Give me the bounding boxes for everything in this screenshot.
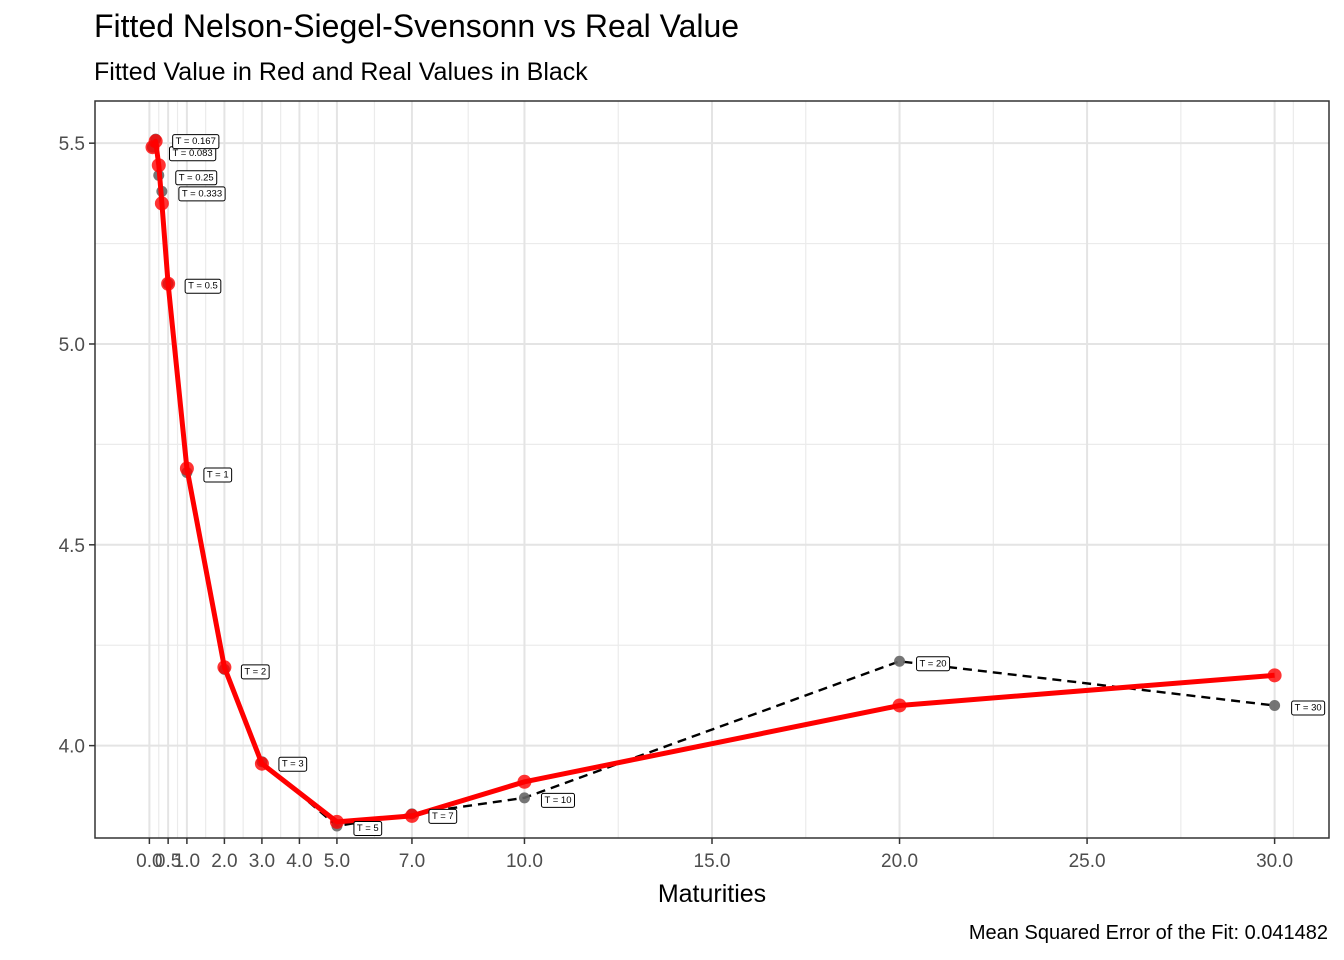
real-value-point <box>894 655 906 667</box>
x-tick-label: 30.0 <box>1256 851 1293 872</box>
point-label-box <box>428 808 458 824</box>
fitted-value-point <box>179 461 194 476</box>
y-tick-label: 5.5 <box>59 134 85 155</box>
fitted-value-point <box>161 276 176 291</box>
real-value-point <box>518 792 530 804</box>
point-label-box <box>175 170 218 186</box>
x-tick-label: 1.0 <box>174 851 200 872</box>
point-label-box <box>353 820 383 836</box>
point-label-box <box>240 664 270 680</box>
point-label: T = 1 <box>203 467 233 483</box>
chart-caption: Mean Squared Error of the Fit: 0.041482 <box>968 922 1328 944</box>
point-label-text: T = 0.5 <box>188 281 218 292</box>
fitted-value-point <box>404 808 419 823</box>
fitted-value-point <box>892 698 907 713</box>
point-label: T = 2 <box>240 664 270 680</box>
fitted-value-point <box>254 756 269 771</box>
point-label: T = 5 <box>353 820 383 836</box>
point-label-box <box>178 186 226 202</box>
point-label-text: T = 0.25 <box>179 172 214 183</box>
real-value-point <box>1269 699 1281 711</box>
fitted-value-point <box>217 660 232 675</box>
point-label: T = 3 <box>278 756 308 772</box>
x-tick-label: 2.0 <box>211 851 237 872</box>
x-tick-label: 0.5 <box>155 851 181 872</box>
x-tick-label: 5.0 <box>324 851 350 872</box>
fitted-value-point <box>154 196 169 211</box>
point-label-text: T = 0.333 <box>182 188 222 199</box>
point-label-box <box>203 467 233 483</box>
chart-subtitle: Fitted Value in Red and Real Values in B… <box>94 58 588 86</box>
point-label: T = 30 <box>1291 700 1326 716</box>
point-label-text: T = 10 <box>544 795 571 806</box>
point-label-text: T = 0.083 <box>172 148 212 159</box>
x-tick-label: 15.0 <box>694 851 731 872</box>
point-label: T = 0.5 <box>184 278 222 294</box>
fitted-value-point <box>148 134 163 149</box>
point-label-box <box>184 278 222 294</box>
point-label: T = 0.25 <box>175 170 218 186</box>
x-axis-title: Maturities <box>658 880 766 908</box>
x-tick-label: 0.0 <box>136 851 162 872</box>
fitted-value-point <box>517 774 532 789</box>
fitted-value-point <box>151 158 166 173</box>
point-label: T = 0.333 <box>178 186 226 202</box>
point-label-box <box>916 656 951 672</box>
y-tick-label: 5.0 <box>59 335 85 356</box>
x-tick-label: 4.0 <box>286 851 312 872</box>
fitted-value-point <box>329 814 344 829</box>
point-label-text: T = 1 <box>207 470 229 481</box>
point-label: T = 7 <box>428 808 458 824</box>
point-label-text: T = 7 <box>432 811 454 822</box>
y-tick-label: 4.0 <box>59 737 85 758</box>
point-label: T = 0.167 <box>172 134 220 150</box>
chart-title: Fitted Nelson-Siegel-Svensonn vs Real Va… <box>94 8 740 44</box>
point-label-box <box>540 792 575 808</box>
point-label-box <box>278 756 308 772</box>
point-label-text: T = 0.167 <box>176 136 216 147</box>
point-label: T = 10 <box>540 792 575 808</box>
x-tick-label: 20.0 <box>881 851 918 872</box>
fitted-value-point <box>1267 668 1282 683</box>
point-label-text: T = 30 <box>1295 702 1322 713</box>
point-label: T = 20 <box>916 656 951 672</box>
point-label-text: T = 5 <box>357 823 379 834</box>
x-tick-label: 3.0 <box>249 851 275 872</box>
point-label: T = 0.083 <box>168 146 217 162</box>
point-label-text: T = 3 <box>282 759 304 770</box>
point-label-text: T = 2 <box>244 666 266 677</box>
x-tick-label: 10.0 <box>506 851 543 872</box>
y-tick-label: 4.5 <box>59 536 85 557</box>
point-label-box <box>172 134 220 150</box>
point-label-text: T = 20 <box>920 658 947 669</box>
point-label-box <box>1291 700 1326 716</box>
x-tick-label: 7.0 <box>399 851 425 872</box>
x-tick-label: 25.0 <box>1069 851 1106 872</box>
